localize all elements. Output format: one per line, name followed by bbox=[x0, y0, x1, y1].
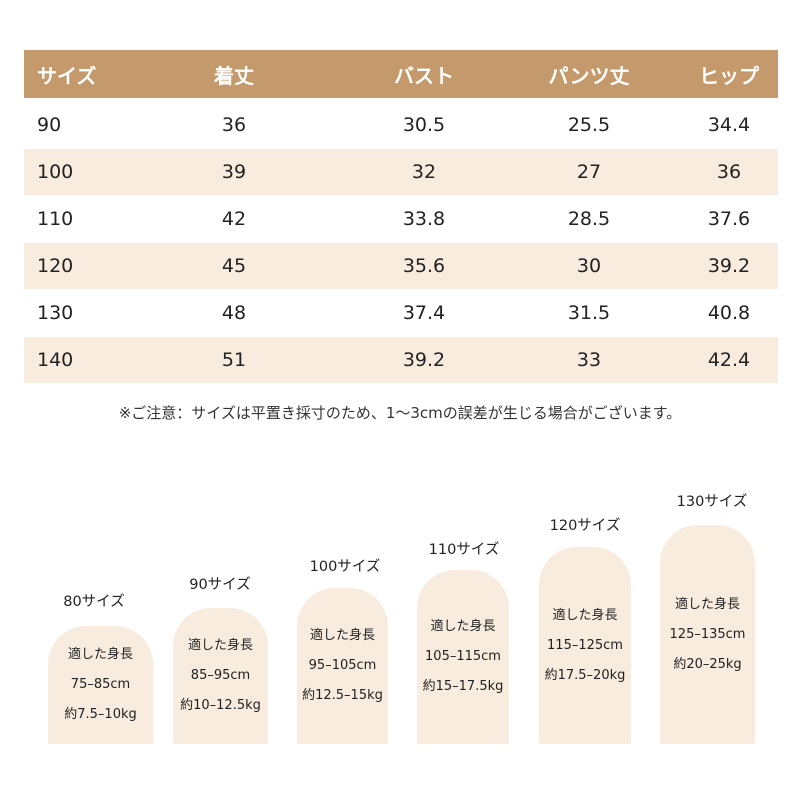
cell-pants-length: 30 bbox=[576, 255, 602, 277]
cell-length: 42 bbox=[221, 208, 247, 230]
cell-length: 39 bbox=[221, 161, 247, 183]
figure-height-range: 85–95cm bbox=[190, 668, 251, 683]
cell-pants-length: 25.5 bbox=[567, 114, 611, 136]
figure-weight-range: 約15–17.5kg bbox=[422, 679, 504, 694]
cell-bust: 32 bbox=[411, 161, 437, 183]
figure-label: 130サイズ bbox=[676, 494, 748, 510]
cell-hip: 34.4 bbox=[707, 114, 751, 136]
size-table: サイズ 着丈 バスト パンツ丈 ヒップ 90 36 30.5 25.5 34.4… bbox=[24, 50, 778, 384]
figure-weight-range: 約12.5–15kg bbox=[302, 688, 383, 703]
figure-height-range: 75–85cm bbox=[70, 677, 131, 692]
table-header: サイズ 着丈 バスト パンツ丈 ヒップ bbox=[24, 50, 778, 98]
figure-height-range: 125–135cm bbox=[669, 626, 746, 642]
cell-pants-length: 28.5 bbox=[567, 208, 611, 230]
figure-weight-range: 約20–25kg bbox=[673, 656, 742, 672]
table-row: 100 39 32 27 36 bbox=[24, 149, 778, 195]
cell-bust: 33.8 bbox=[402, 208, 446, 230]
cell-hip: 40.8 bbox=[707, 302, 751, 324]
figure-height-title: 適した身長 bbox=[674, 596, 740, 612]
cell-hip: 36 bbox=[716, 161, 742, 183]
header-pants-length: パンツ丈 bbox=[548, 63, 630, 88]
cell-size: 120 bbox=[37, 255, 74, 277]
figure-height-range: 95–105cm bbox=[308, 658, 377, 673]
cell-size: 90 bbox=[37, 114, 62, 136]
cell-bust: 35.6 bbox=[402, 255, 446, 277]
header-size: サイズ bbox=[37, 63, 97, 88]
figure-height-range: 115–125cm bbox=[547, 637, 623, 653]
size-figure-110: 適した身長 105–115cm 約15–17.5kg bbox=[417, 570, 509, 744]
figure-height-range: 105–115cm bbox=[425, 649, 501, 664]
figure-weight-range: 約10–12.5kg bbox=[180, 698, 261, 713]
figure-weight-range: 約7.5–10kg bbox=[64, 707, 137, 722]
size-figure-130: 適した身長 125–135cm 約20–25kg bbox=[660, 525, 755, 744]
header-bust: バスト bbox=[394, 63, 454, 88]
figure-height-title: 適した身長 bbox=[187, 638, 253, 653]
cell-bust: 30.5 bbox=[402, 114, 446, 136]
table-row: 120 45 35.6 30 39.2 bbox=[24, 243, 778, 289]
size-figure-90: 適した身長 85–95cm 約10–12.5kg bbox=[173, 608, 268, 744]
size-figure-120: 適した身長 115–125cm 約17.5–20kg bbox=[539, 547, 631, 744]
table-row: 140 51 39.2 33 42.4 bbox=[24, 337, 778, 383]
table-row: 130 48 37.4 31.5 40.8 bbox=[24, 290, 778, 336]
figure-height-title: 適した身長 bbox=[309, 628, 375, 643]
cell-hip: 42.4 bbox=[707, 349, 751, 371]
table-row: 90 36 30.5 25.5 34.4 bbox=[24, 102, 778, 148]
cell-pants-length: 27 bbox=[576, 161, 602, 183]
cell-bust: 37.4 bbox=[402, 302, 446, 324]
cell-pants-length: 31.5 bbox=[567, 302, 611, 324]
figure-label: 90サイズ bbox=[189, 577, 251, 593]
cell-length: 36 bbox=[221, 114, 247, 136]
header-length: 着丈 bbox=[214, 63, 254, 88]
cell-length: 45 bbox=[221, 255, 247, 277]
figure-label: 80サイズ bbox=[63, 594, 125, 610]
cell-size: 140 bbox=[37, 349, 74, 371]
figure-label: 120サイズ bbox=[549, 518, 621, 534]
figure-label: 100サイズ bbox=[309, 559, 381, 575]
cell-hip: 39.2 bbox=[707, 255, 751, 277]
cell-size: 130 bbox=[37, 302, 74, 324]
cell-bust: 39.2 bbox=[402, 349, 446, 371]
cell-hip: 37.6 bbox=[707, 208, 751, 230]
size-figure-80: 適した身長 75–85cm 約7.5–10kg bbox=[48, 626, 153, 744]
table-row: 110 42 33.8 28.5 37.6 bbox=[24, 196, 778, 242]
size-figure-100: 適した身長 95–105cm 約12.5–15kg bbox=[297, 588, 388, 744]
measurement-note: ※ご注意：サイズは平置き採寸のため、1～3cmの誤差が生じる場合がございます。 bbox=[118, 404, 682, 422]
figure-height-title: 適した身長 bbox=[67, 647, 133, 662]
cell-pants-length: 33 bbox=[576, 349, 602, 371]
figure-height-title: 適した身長 bbox=[430, 619, 496, 634]
cell-size: 100 bbox=[37, 161, 74, 183]
header-hip: ヒップ bbox=[699, 63, 759, 88]
figure-height-title: 適した身長 bbox=[552, 607, 618, 623]
cell-size: 110 bbox=[37, 208, 74, 230]
cell-length: 48 bbox=[221, 302, 247, 324]
figure-label: 110サイズ bbox=[428, 542, 500, 558]
figure-weight-range: 約17.5–20kg bbox=[544, 667, 626, 683]
cell-length: 51 bbox=[221, 349, 247, 371]
